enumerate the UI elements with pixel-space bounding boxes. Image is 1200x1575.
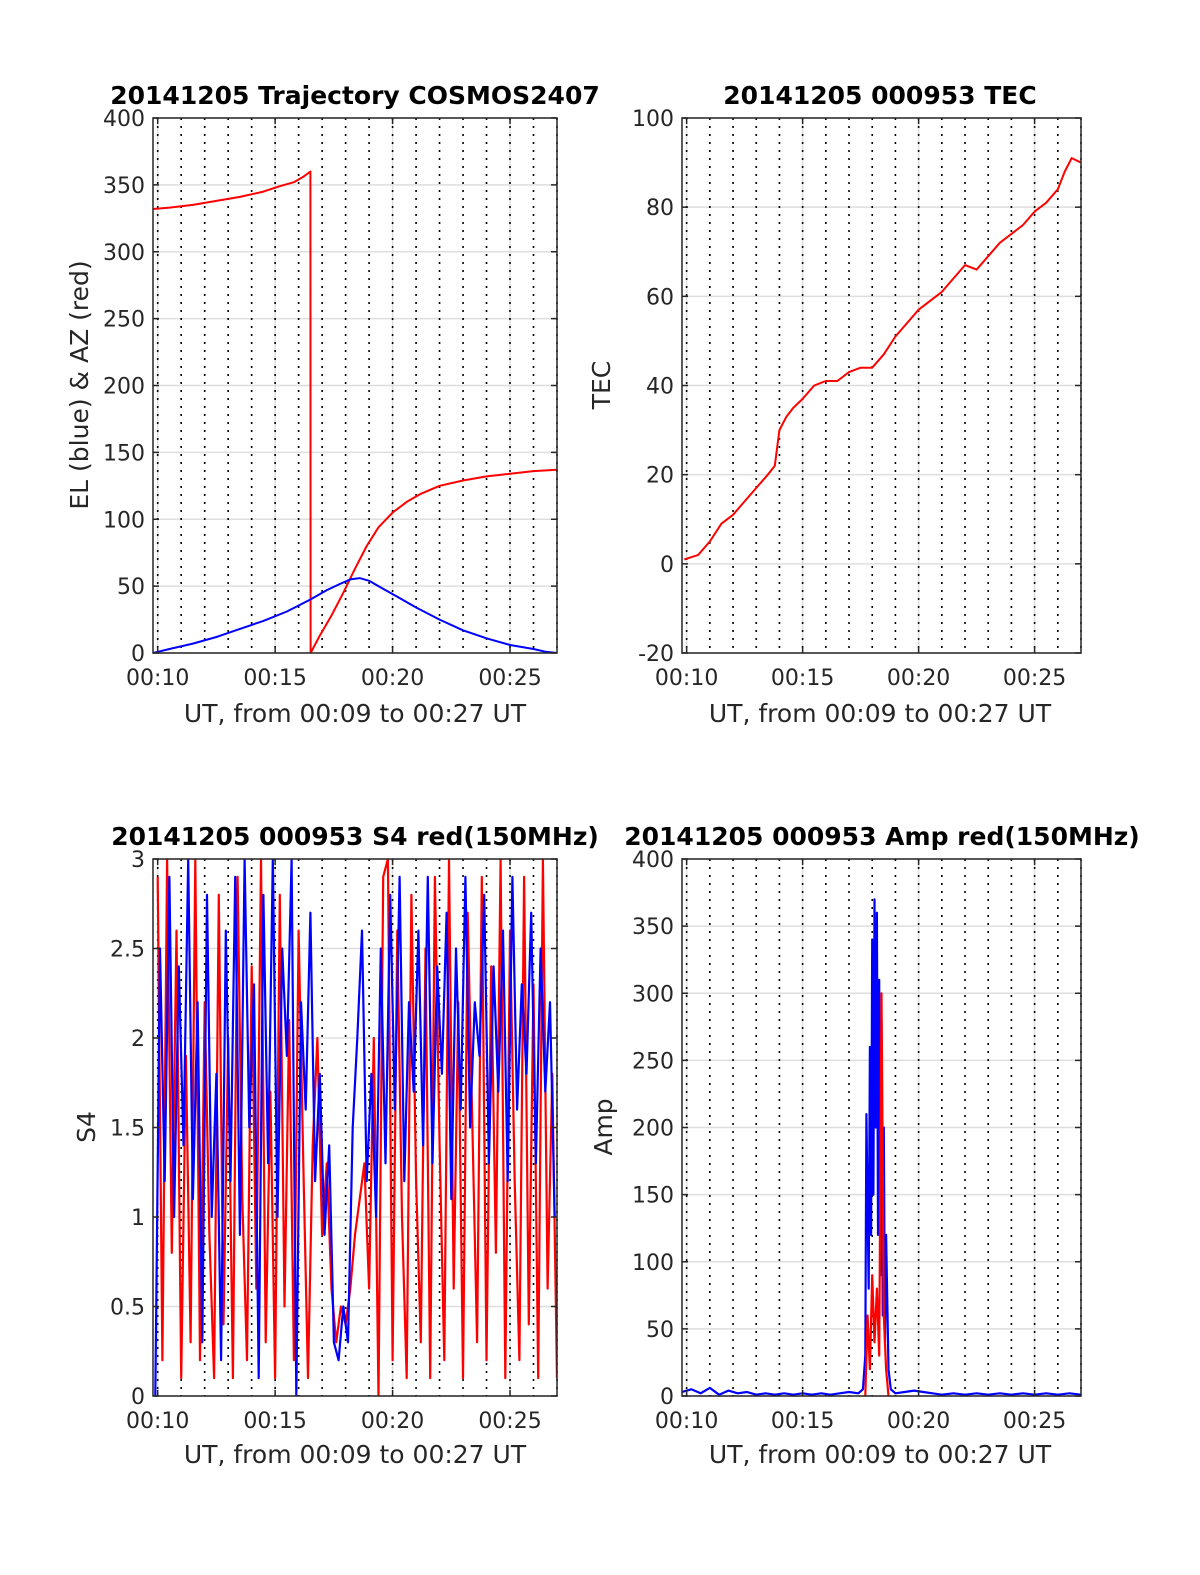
y-tick-label: 200: [103, 375, 145, 400]
y-tick-label: 3: [131, 848, 145, 873]
y-tick-label: 1.5: [110, 1117, 145, 1142]
panel-amp: Amp UT, from 00:09 to 00:27 UT 0 50 100 150…: [589, 822, 1140, 1469]
x-tick-label: 00:15: [243, 1409, 306, 1434]
panel-s4: S4 UT, from 00:09 to 00:27 UT 0 0.5 1 1.5 2 2…: [72, 822, 599, 1469]
x-axis-label: UT, from 00:09 to 00:27 UT: [709, 1440, 1052, 1469]
y-tick-label: -20: [638, 642, 674, 667]
x-tick-label: 00:10: [655, 1409, 718, 1434]
x-tick-label: 00:10: [655, 666, 718, 691]
series-line-blue: [153, 577, 557, 653]
x-tick-label: 00:20: [361, 666, 424, 691]
y-axis-label: EL (blue) & AZ (red): [65, 260, 94, 509]
y-tick-label: 80: [646, 196, 674, 221]
panel-title: 20141205 000953 S4 red(150MHz): [111, 822, 599, 851]
y-tick-label: 60: [646, 285, 674, 310]
y-tick-label: 20: [646, 464, 674, 489]
y-tick-label: 200: [632, 1117, 674, 1142]
y-tick-label: 40: [646, 375, 674, 400]
y-tick-label: 400: [103, 107, 145, 132]
x-tick-label: 00:15: [243, 666, 306, 691]
x-tick-label: 00:20: [361, 1409, 424, 1434]
panel-trajectory: EL (blue) & AZ (red) UT, from 00:09 to 0…: [65, 81, 600, 728]
panel-title: 20141205 Trajectory COSMOS2407: [110, 81, 600, 110]
y-tick-label: 100: [632, 107, 674, 132]
y-tick-label: 100: [103, 508, 145, 533]
y-tick-label: 0.5: [110, 1296, 145, 1321]
y-tick-label: 2: [131, 1027, 145, 1052]
y-tick-label: 50: [646, 1318, 674, 1343]
y-tick-label: 1: [131, 1206, 145, 1231]
y-tick-label: 350: [632, 915, 674, 940]
y-tick-label: 350: [103, 174, 145, 199]
y-tick-label: 300: [103, 241, 145, 266]
x-axis-label: UT, from 00:09 to 00:27 UT: [184, 1440, 527, 1469]
y-tick-label: 250: [103, 308, 145, 333]
y-tick-label: 150: [632, 1184, 674, 1209]
x-tick-label: 00:20: [887, 1409, 950, 1434]
y-tick-label: 250: [632, 1049, 674, 1074]
x-tick-label: 00:15: [771, 666, 834, 691]
series-line-red: [864, 992, 890, 1396]
x-tick-label: 00:15: [771, 1409, 834, 1434]
panel-title: 20141205 000953 Amp red(150MHz): [624, 822, 1140, 851]
y-tick-label: 0: [660, 1385, 674, 1410]
y-tick-label: 300: [632, 982, 674, 1007]
x-tick-label: 00:20: [887, 666, 950, 691]
x-tick-label: 00:25: [478, 666, 541, 691]
series-line-blue: [154, 859, 556, 1396]
y-tick-label: 0: [131, 642, 145, 667]
y-tick-label: 150: [103, 441, 145, 466]
y-axis-label: Amp: [589, 1098, 618, 1155]
series-line-blue: [682, 898, 1081, 1396]
x-axis-label: UT, from 00:09 to 00:27 UT: [184, 699, 527, 728]
y-axis-label: S4: [72, 1111, 101, 1143]
y-tick-label: 400: [632, 848, 674, 873]
x-tick-label: 00:25: [1003, 1409, 1066, 1434]
series-line-red: [683, 157, 1081, 561]
y-tick-label: 50: [117, 575, 145, 600]
y-axis-label: TEC: [587, 361, 616, 411]
series-line-red: [153, 170, 557, 653]
panel-title: 20141205 000953 TEC: [723, 81, 1036, 110]
series-line-red: [156, 859, 557, 1396]
x-tick-label: 00:25: [1003, 666, 1066, 691]
y-tick-label: 0: [660, 553, 674, 578]
y-tick-label: 100: [632, 1251, 674, 1276]
panel-tec: TEC UT, from 00:09 to 00:27 UT -20 0 20 40 6…: [587, 81, 1082, 728]
y-tick-label: 0: [131, 1385, 145, 1410]
x-tick-label: 00:25: [478, 1409, 541, 1434]
x-axis-label: UT, from 00:09 to 00:27 UT: [709, 699, 1052, 728]
x-tick-label: 00:10: [126, 1409, 189, 1434]
x-tick-label: 00:10: [126, 666, 189, 691]
y-tick-label: 2.5: [110, 938, 145, 963]
